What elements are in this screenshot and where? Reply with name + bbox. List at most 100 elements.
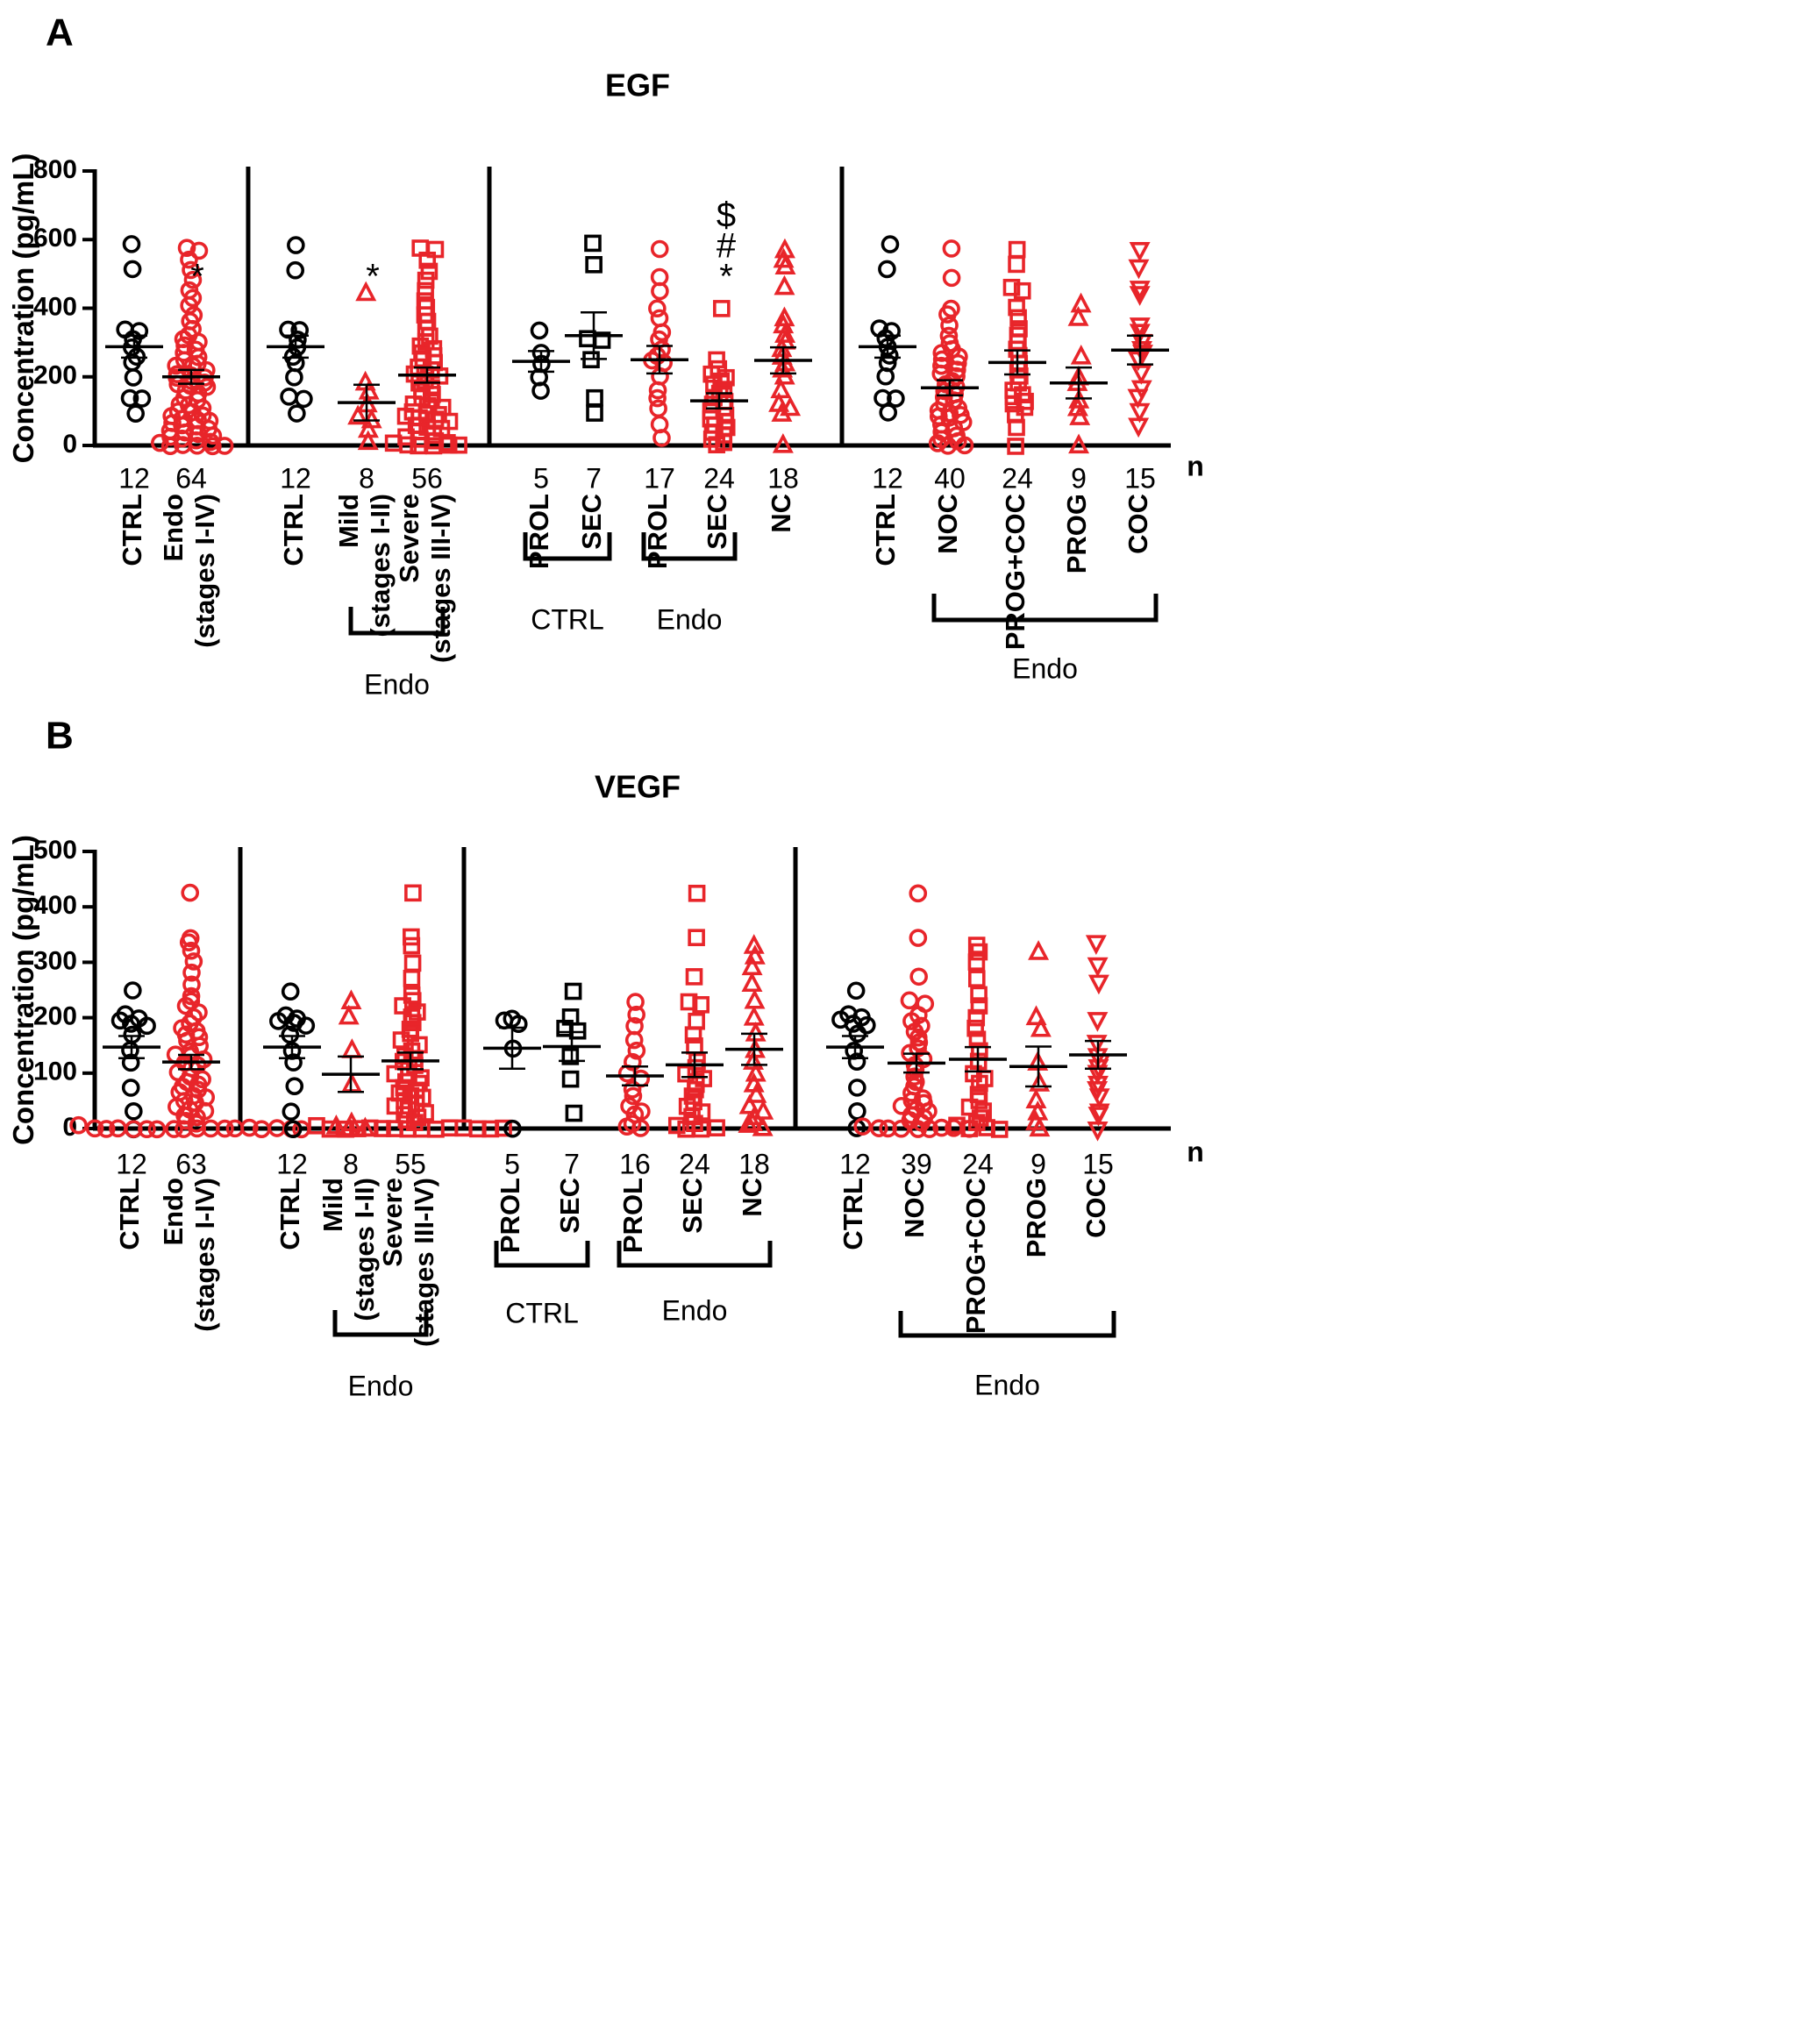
data-point — [290, 321, 310, 339]
data-point — [1029, 1072, 1051, 1092]
data-point — [409, 1003, 426, 1021]
significance-marker: # — [717, 227, 737, 266]
data-point — [752, 1100, 774, 1120]
data-point — [426, 240, 445, 259]
y-tick-label: 0 — [62, 430, 77, 459]
group-label: NC — [766, 494, 796, 533]
group-label: CTRL — [838, 1178, 868, 1250]
data-point — [713, 300, 731, 317]
data-point — [124, 368, 143, 387]
group-n: 64 — [175, 462, 207, 494]
data-point — [564, 982, 582, 1001]
data-point — [852, 1008, 871, 1027]
group-n: 5 — [504, 1148, 520, 1179]
data-point — [909, 929, 928, 947]
data-point — [744, 944, 766, 965]
y-axis-label: Concentration (pg/mL) — [7, 153, 39, 464]
data-point — [846, 981, 866, 1001]
data-point — [1087, 974, 1109, 995]
group-n: 55 — [395, 1148, 426, 1179]
data-point — [280, 387, 298, 406]
data-point — [561, 1048, 580, 1065]
data-point — [321, 1120, 339, 1138]
data-point — [593, 331, 611, 349]
data-point — [912, 1016, 931, 1036]
data-point — [1028, 940, 1050, 960]
data-point — [182, 963, 201, 982]
data-point — [1008, 240, 1026, 259]
group-label: SEC — [554, 1178, 585, 1234]
group-label: SEC — [677, 1178, 708, 1234]
group-bracket: Endo — [617, 1241, 773, 1326]
data-point — [96, 1120, 116, 1138]
data-point — [216, 1119, 234, 1138]
data-point — [288, 404, 306, 423]
chart-title: VEGF — [595, 769, 681, 805]
data-point — [928, 434, 947, 452]
data-point — [403, 937, 421, 955]
group-n: 18 — [767, 462, 799, 494]
data-point — [182, 260, 200, 280]
data-point — [286, 260, 305, 280]
bracket-line — [523, 532, 612, 561]
group-n: 63 — [175, 1148, 207, 1179]
bracket-label: Endo — [1012, 652, 1078, 684]
group-label: SEC — [576, 494, 607, 550]
group-bracket: Endo — [898, 1311, 1116, 1400]
y-tick-label: 200 — [33, 361, 77, 390]
data-point — [1070, 292, 1092, 313]
data-point — [768, 392, 790, 412]
y-tick-label: 100 — [33, 1058, 77, 1086]
data-point — [652, 340, 671, 359]
data-point — [879, 1119, 897, 1138]
bracket-label: Endo — [974, 1369, 1040, 1400]
data-point — [180, 250, 198, 269]
group-n: 12 — [280, 462, 311, 494]
data-point — [120, 388, 139, 408]
data-point — [284, 1053, 303, 1072]
data-point — [188, 391, 207, 410]
group-label: Endo — [158, 1178, 189, 1246]
data-point — [1086, 1035, 1108, 1055]
y-tick-label: 600 — [33, 224, 77, 253]
data-point — [287, 236, 305, 254]
group-label: (stages I-IV) — [189, 494, 220, 648]
data-point — [1067, 306, 1089, 326]
group-n: 12 — [276, 1148, 308, 1179]
data-point — [181, 883, 200, 902]
data-point — [780, 395, 802, 417]
bracket-label: Endo — [364, 668, 430, 700]
data-point — [709, 360, 728, 378]
bracket-label: Endo — [657, 603, 723, 635]
group-label: (stages III-IV) — [425, 494, 456, 663]
data-point — [1013, 281, 1031, 300]
data-point — [125, 1102, 143, 1121]
group-n: 39 — [901, 1148, 932, 1179]
data-point — [738, 1093, 760, 1115]
data-point — [503, 1119, 522, 1138]
data-point — [181, 929, 200, 948]
data-point — [240, 1118, 259, 1137]
group-label: PROG — [1061, 494, 1092, 573]
significance-marker: * — [366, 258, 380, 296]
bracket-label: Endo — [348, 1370, 414, 1401]
data-point — [970, 986, 988, 1004]
data-point — [1128, 259, 1150, 280]
data-point — [624, 1052, 642, 1072]
group-n: 56 — [411, 462, 443, 494]
data-point — [869, 1119, 888, 1137]
data-point — [189, 241, 209, 260]
group-n: 12 — [116, 1148, 147, 1179]
data-point — [282, 1102, 301, 1122]
data-point — [932, 356, 951, 375]
